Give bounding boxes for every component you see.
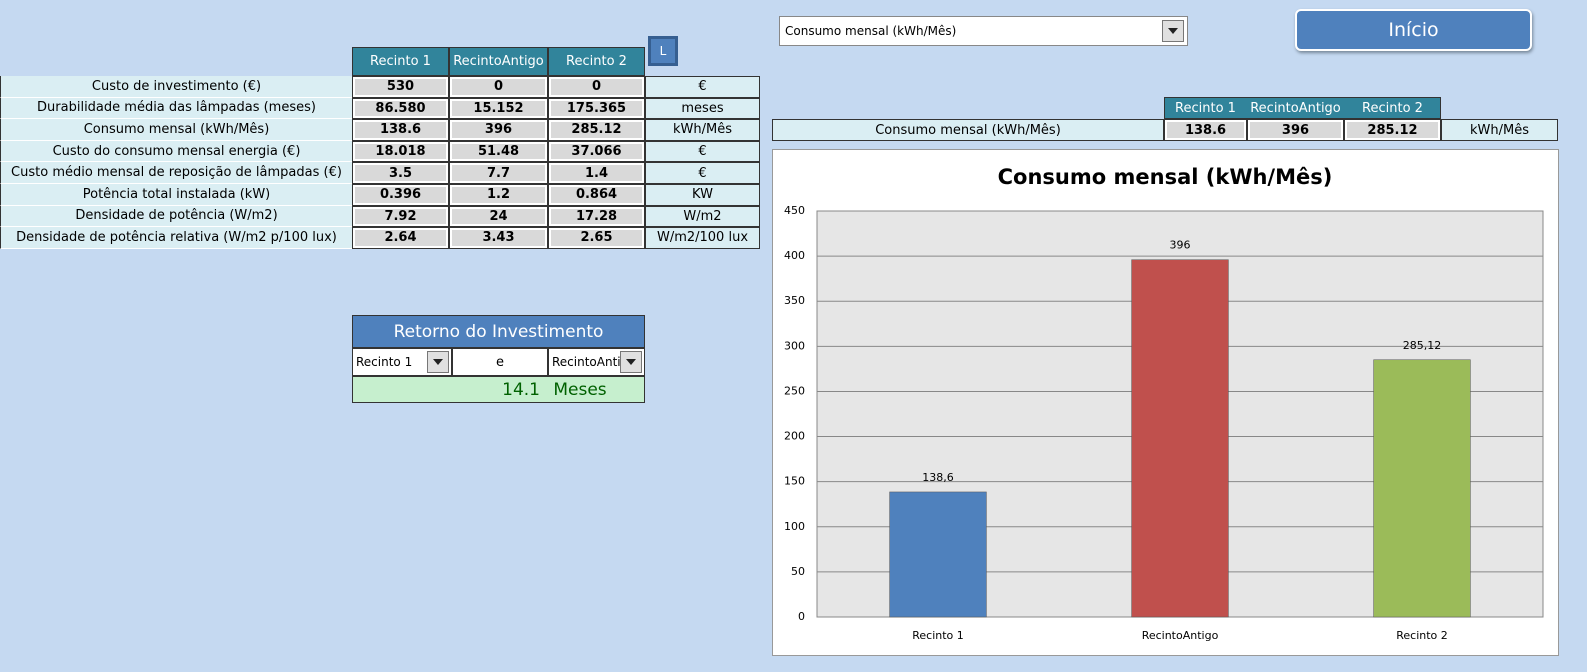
x-tick-label: RecintoAntigo	[1142, 629, 1219, 642]
unit: €	[645, 76, 760, 98]
y-tick-label: 400	[784, 249, 805, 262]
dropdown[interactable]: Consumo mensal (kWh/Mês)	[779, 16, 1188, 46]
cell: 138.6	[1164, 119, 1247, 141]
retorno-left: Recinto 1	[352, 348, 452, 376]
cell: 0.864	[548, 184, 645, 206]
summary-header-bg	[1164, 97, 1441, 119]
unit: €	[645, 162, 760, 184]
data-label: 138,6	[922, 471, 954, 484]
dropdown-arrow[interactable]	[427, 351, 449, 373]
retorno-connector: e	[452, 348, 548, 376]
row-label: Densidade de potência (W/m2)	[0, 205, 352, 228]
column-header: RecintoAntigo	[1250, 100, 1341, 116]
retorno-result: 14.1	[502, 379, 540, 400]
row-label: Densidade de potência relativa (W/m2 p/1…	[0, 227, 352, 249]
inicio-button[interactable]: Início	[1295, 9, 1532, 51]
retorno-result-row	[352, 376, 645, 403]
cell: 2.64	[352, 227, 449, 249]
unit: kWh/Mês	[645, 119, 760, 141]
column-header: RecintoAntigo	[449, 47, 548, 76]
x-tick-label: Recinto 2	[1396, 629, 1448, 642]
cell: 0.396	[352, 184, 449, 206]
cell: 86.580	[352, 97, 449, 120]
y-tick-label: 100	[784, 520, 805, 533]
retorno-right: RecintoAntig	[548, 348, 645, 376]
y-tick-label: 0	[798, 610, 805, 623]
cell: 18.018	[352, 140, 449, 163]
cell: 7.7	[449, 162, 548, 184]
y-tick-label: 350	[784, 294, 805, 307]
x-tick-label: Recinto 1	[912, 629, 964, 642]
dropdown-arrow[interactable]	[620, 351, 642, 373]
chart-title: Consumo mensal (kWh/Mês)	[998, 165, 1333, 189]
unit: kWh/Mês	[1441, 119, 1558, 141]
unit: W/m2/100 lux	[645, 227, 760, 249]
bar	[889, 491, 987, 618]
unit: KW	[645, 184, 760, 206]
bar	[1373, 359, 1471, 618]
row-label: Custo do consumo mensal energia (€)	[0, 140, 352, 163]
cell: 396	[449, 119, 548, 141]
cell: 17.28	[548, 205, 645, 228]
retorno-title: Retorno do Investimento	[352, 315, 645, 348]
column-header: Recinto 2	[548, 47, 645, 76]
retorno-unit: Meses	[553, 379, 607, 400]
cell: 7.92	[352, 205, 449, 228]
cell: 285.12	[548, 119, 645, 141]
y-tick-label: 250	[784, 384, 805, 397]
y-tick-label: 300	[784, 339, 805, 352]
cell: 3.5	[352, 162, 449, 184]
summary-label: Consumo mensal (kWh/Mês)	[772, 119, 1164, 141]
cell: 396	[1247, 119, 1344, 141]
cell: 138.6	[352, 119, 449, 141]
y-tick-label: 450	[784, 204, 805, 217]
chart: Consumo mensal (kWh/Mês) 0 50 100 150 200 250…	[772, 149, 1559, 656]
cell: 15.152	[449, 97, 548, 120]
unit: W/m2	[645, 205, 760, 228]
row-label: Potência total instalada (kW)	[0, 184, 352, 206]
data-label: 396	[1170, 239, 1191, 252]
cell: 37.066	[548, 140, 645, 163]
l-button[interactable]: L	[648, 36, 678, 66]
unit: meses	[645, 97, 760, 120]
cell: 530	[352, 76, 449, 98]
cell: 24	[449, 205, 548, 228]
column-header: Recinto 1	[352, 47, 449, 76]
cell: 51.48	[449, 140, 548, 163]
dropdown-text: Consumo mensal (kWh/Mês)	[785, 24, 957, 38]
column-header: Recinto 1	[1175, 100, 1236, 116]
cell: 3.43	[449, 227, 548, 249]
dropdown-arrow[interactable]	[1162, 20, 1184, 42]
row-label: Durabilidade média das lâmpadas (meses)	[0, 97, 352, 120]
data-label: 285,12	[1403, 339, 1442, 352]
cell: 175.365	[548, 97, 645, 120]
row-label: Custo médio mensal de reposição de lâmpa…	[0, 162, 352, 184]
cell: 0	[548, 76, 645, 98]
bar	[1131, 259, 1229, 618]
cell: 1.4	[548, 162, 645, 184]
cell: 2.65	[548, 227, 645, 249]
cell: 285.12	[1344, 119, 1441, 141]
cell: 0	[449, 76, 548, 98]
unit: €	[645, 140, 760, 163]
y-tick-label: 50	[791, 565, 805, 578]
row-label: Custo de investimento (€)	[0, 76, 352, 98]
cell: 1.2	[449, 184, 548, 206]
y-tick-label: 200	[784, 430, 805, 443]
y-tick-label: 150	[784, 475, 805, 488]
row-label: Consumo mensal (kWh/Mês)	[0, 119, 352, 141]
column-header: Recinto 2	[1362, 100, 1423, 116]
